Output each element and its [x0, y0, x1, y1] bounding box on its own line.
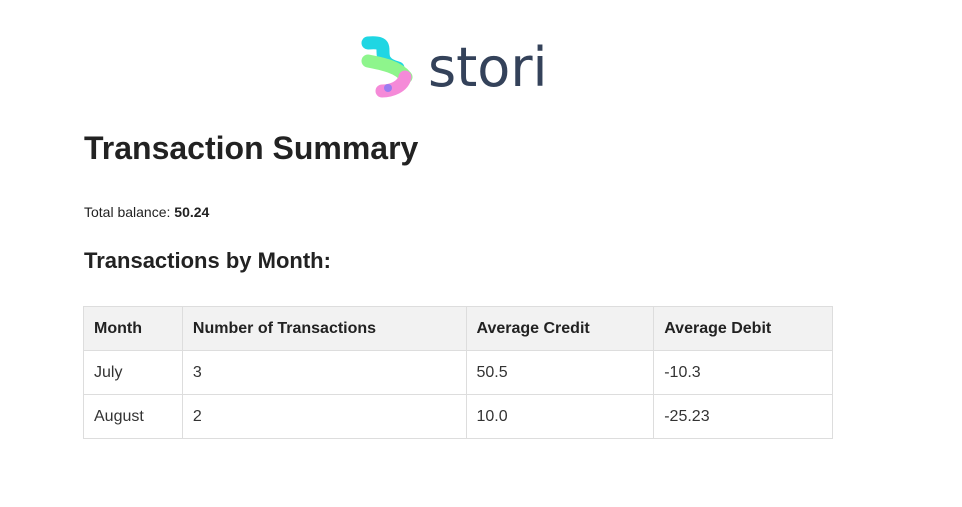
total-balance-value: 50.24	[174, 204, 210, 220]
stori-logo-mark	[361, 36, 413, 98]
column-header-number-of-transactions: Number of Transactions	[181, 306, 467, 351]
cell-average-credit: 50.5	[465, 350, 655, 395]
transactions-heading: Transactions by Month:	[84, 248, 331, 273]
cell-number-of-transactions: 3	[181, 350, 467, 395]
total-balance: Total balance: 50.24	[84, 204, 209, 220]
total-balance-label: Total balance:	[84, 204, 171, 220]
cell-average-credit: 10.0	[465, 394, 655, 439]
table-header-row: Month Number of Transactions Average Cre…	[83, 306, 833, 351]
page-title: Transaction Summary	[84, 130, 419, 166]
stori-logo: stori	[358, 34, 558, 100]
cell-month: August	[83, 394, 183, 439]
table-row: July 3 50.5 -10.3	[83, 350, 833, 395]
cell-number-of-transactions: 2	[181, 394, 467, 439]
column-header-month: Month	[83, 306, 183, 351]
table-row: August 2 10.0 -25.23	[83, 394, 833, 439]
cell-average-debit: -10.3	[653, 350, 833, 395]
transactions-table: Month Number of Transactions Average Cre…	[83, 306, 833, 439]
cell-month: July	[83, 350, 183, 395]
stori-logo-wordmark: stori	[428, 36, 548, 99]
column-header-average-credit: Average Credit	[465, 306, 655, 351]
cell-average-debit: -25.23	[653, 394, 833, 439]
column-header-average-debit: Average Debit	[653, 306, 833, 351]
